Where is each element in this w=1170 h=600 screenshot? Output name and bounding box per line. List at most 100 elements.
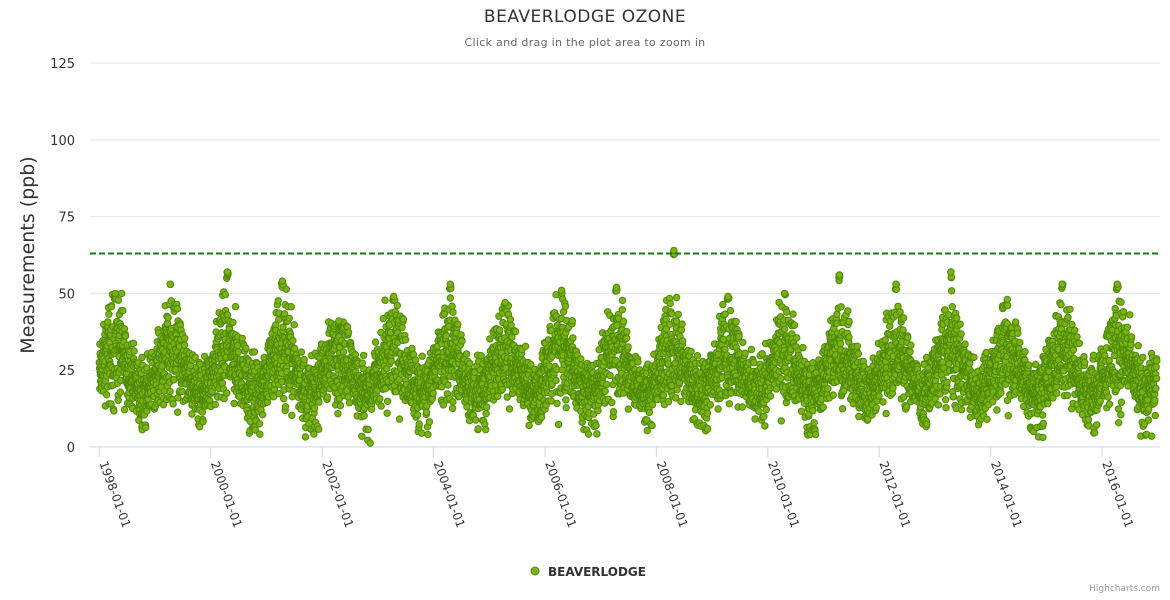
data-point[interactable]: [446, 294, 454, 302]
data-point[interactable]: [790, 321, 799, 329]
data-point[interactable]: [288, 411, 296, 420]
data-point[interactable]: [359, 351, 368, 360]
data-point[interactable]: [602, 380, 611, 389]
data-point[interactable]: [643, 426, 651, 435]
data-point[interactable]: [301, 433, 310, 441]
data-point[interactable]: [772, 385, 781, 393]
data-point[interactable]: [120, 406, 129, 414]
data-point[interactable]: [121, 332, 130, 340]
data-point[interactable]: [648, 421, 656, 430]
data-point[interactable]: [188, 410, 196, 418]
data-point[interactable]: [105, 310, 113, 318]
data-point[interactable]: [429, 389, 437, 398]
data-point[interactable]: [230, 399, 238, 408]
data-point[interactable]: [645, 408, 653, 417]
data-point[interactable]: [838, 405, 847, 413]
data-point[interactable]: [376, 395, 384, 403]
data-point[interactable]: [119, 306, 127, 315]
data-point[interactable]: [810, 419, 818, 427]
data-point[interactable]: [417, 429, 426, 437]
data-point[interactable]: [751, 415, 759, 423]
data-point[interactable]: [725, 400, 733, 408]
data-point[interactable]: [592, 421, 600, 430]
data-point[interactable]: [624, 405, 632, 413]
data-point[interactable]: [674, 310, 682, 319]
data-point[interactable]: [777, 417, 785, 425]
data-point[interactable]: [704, 425, 712, 433]
data-point[interactable]: [360, 412, 368, 420]
data-point[interactable]: [608, 398, 616, 407]
data-point[interactable]: [178, 387, 186, 396]
data-point[interactable]: [829, 391, 837, 399]
data-point[interactable]: [521, 342, 530, 350]
data-point[interactable]: [466, 359, 474, 368]
data-point[interactable]: [367, 405, 376, 413]
data-point[interactable]: [780, 325, 789, 333]
data-point[interactable]: [525, 421, 533, 430]
data-point[interactable]: [809, 407, 817, 415]
data-point[interactable]: [854, 350, 862, 358]
data-point[interactable]: [561, 302, 570, 310]
data-point[interactable]: [323, 393, 332, 401]
data-point[interactable]: [601, 387, 609, 395]
data-point[interactable]: [336, 401, 345, 410]
data-point[interactable]: [750, 358, 758, 367]
data-point[interactable]: [173, 304, 182, 313]
data-point[interactable]: [819, 403, 827, 411]
data-point[interactable]: [667, 310, 676, 318]
data-point[interactable]: [412, 356, 420, 364]
data-point[interactable]: [138, 353, 146, 362]
data-point[interactable]: [677, 397, 685, 406]
data-point[interactable]: [619, 317, 628, 325]
data-point[interactable]: [782, 308, 791, 316]
data-point[interactable]: [477, 352, 485, 360]
data-point[interactable]: [855, 412, 863, 421]
data-point[interactable]: [622, 334, 631, 342]
data-point[interactable]: [593, 430, 601, 438]
data-point[interactable]: [553, 399, 561, 408]
data-point[interactable]: [339, 348, 348, 356]
data-point[interactable]: [280, 395, 288, 403]
data-point[interactable]: [387, 357, 395, 365]
data-point[interactable]: [287, 303, 295, 311]
data-point[interactable]: [568, 317, 576, 325]
data-point[interactable]: [719, 335, 728, 343]
data-point[interactable]: [114, 296, 123, 304]
data-point[interactable]: [741, 349, 749, 357]
data-point[interactable]: [259, 411, 267, 419]
data-point[interactable]: [482, 425, 490, 434]
data-point[interactable]: [693, 352, 702, 360]
data-point[interactable]: [315, 398, 323, 406]
data-point[interactable]: [196, 423, 204, 431]
data-point[interactable]: [371, 338, 380, 346]
data-point[interactable]: [291, 344, 299, 353]
data-point[interactable]: [853, 342, 862, 350]
data-point[interactable]: [129, 339, 138, 347]
data-point[interactable]: [180, 341, 189, 349]
data-point[interactable]: [118, 289, 126, 298]
data-point[interactable]: [739, 338, 747, 347]
data-point[interactable]: [486, 335, 494, 343]
data-point[interactable]: [399, 315, 408, 323]
data-point[interactable]: [408, 344, 416, 353]
data-point[interactable]: [506, 315, 515, 324]
data-point[interactable]: [672, 293, 681, 302]
data-point[interactable]: [799, 343, 807, 352]
data-point[interactable]: [703, 409, 712, 417]
data-point[interactable]: [833, 310, 841, 318]
data-point[interactable]: [462, 350, 471, 358]
data-point[interactable]: [449, 308, 457, 316]
data-point[interactable]: [425, 418, 434, 426]
data-point[interactable]: [679, 337, 687, 345]
data-point[interactable]: [289, 336, 297, 345]
data-point[interactable]: [872, 404, 880, 412]
data-point[interactable]: [297, 348, 306, 356]
data-point[interactable]: [114, 396, 122, 404]
data-point[interactable]: [102, 391, 111, 399]
data-point[interactable]: [173, 408, 182, 416]
data-point[interactable]: [618, 296, 627, 305]
data-point[interactable]: [606, 371, 614, 380]
data-point[interactable]: [448, 302, 456, 310]
data-point[interactable]: [777, 374, 785, 383]
